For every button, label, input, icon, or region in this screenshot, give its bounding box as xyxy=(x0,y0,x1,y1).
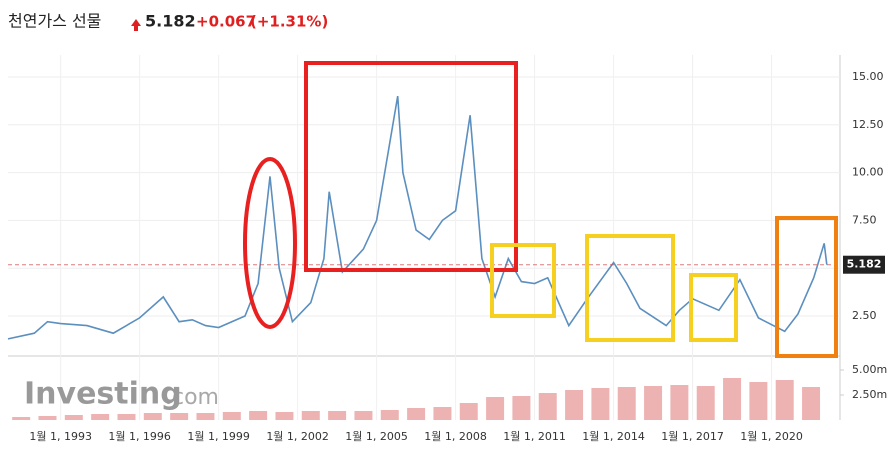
last-price-tag xyxy=(843,255,885,274)
x-tick-label: 1월 1, 1993 xyxy=(29,430,92,443)
volume-bar xyxy=(380,410,399,420)
volume-bar xyxy=(538,393,557,420)
annotation-box xyxy=(304,61,518,272)
x-tick-label: 1월 1, 2002 xyxy=(266,430,329,443)
last-price: 5.182 xyxy=(145,12,196,31)
x-tick-label: 1월 1, 2008 xyxy=(424,430,487,443)
volume-bar xyxy=(196,413,215,420)
volume-bar xyxy=(644,386,663,420)
y-tick-label: 10.00 xyxy=(852,166,884,179)
x-tick-label: 1월 1, 2020 xyxy=(740,430,803,443)
volume-bar xyxy=(486,397,505,420)
up-arrow xyxy=(131,19,141,31)
volume-bar xyxy=(222,412,241,420)
volume-bar xyxy=(117,414,136,420)
volume-bar xyxy=(354,411,373,420)
y2-tick-label: 5.00m xyxy=(852,363,887,376)
y-tick-label: 15.00 xyxy=(852,70,884,83)
x-tick-label: 1월 1, 2011 xyxy=(503,430,566,443)
volume-bar xyxy=(749,382,768,420)
annotation-box xyxy=(585,234,675,342)
last-price-label: 5.182 xyxy=(847,258,882,271)
annotation-box xyxy=(689,273,738,342)
watermark-brand: Investing xyxy=(24,377,182,412)
volume-bar xyxy=(407,408,426,420)
y2-tick-label: 2.50m xyxy=(852,388,887,401)
volume-bar xyxy=(275,412,294,420)
volume-bar xyxy=(723,378,742,420)
annotation-box xyxy=(490,243,556,318)
volume-bar xyxy=(670,385,689,420)
x-tick-label: 1월 1, 2005 xyxy=(345,430,408,443)
volume-bar xyxy=(433,407,452,420)
volume-bar xyxy=(802,387,821,420)
volume-bar xyxy=(775,380,794,420)
x-tick-label: 1월 1, 1999 xyxy=(187,430,250,443)
volume-bar xyxy=(249,411,268,420)
volume-bar xyxy=(143,413,162,420)
volume-bar xyxy=(91,414,110,420)
change-percent: (+1.31%) xyxy=(250,13,328,31)
x-tick-label: 1월 1, 1996 xyxy=(108,430,171,443)
chart-title: 천연가스 선물 xyxy=(8,12,101,31)
volume-bar xyxy=(12,417,31,420)
volume-bar xyxy=(459,403,478,420)
y-tick-label: 2.50 xyxy=(852,309,877,322)
price-line xyxy=(7,95,828,340)
volume-bar xyxy=(512,396,531,420)
change: +0.067 xyxy=(196,13,256,31)
x-tick-label: 1월 1, 2017 xyxy=(661,430,724,443)
y-tick-label: 12.50 xyxy=(852,118,884,131)
volume-bar xyxy=(328,411,347,420)
volume-bar xyxy=(64,415,83,420)
volume-bar xyxy=(591,388,610,420)
volume-bar xyxy=(617,387,636,420)
annotation-box xyxy=(775,216,838,358)
y-tick-label: 7.50 xyxy=(852,213,877,226)
volume-bar xyxy=(170,413,189,420)
watermark-suffix: .com xyxy=(165,385,219,410)
volume-bar xyxy=(565,390,584,420)
volume-bar xyxy=(38,416,57,420)
volume-bar xyxy=(301,411,320,420)
annotation-ellipse xyxy=(243,157,297,329)
volume-bar xyxy=(696,386,715,420)
x-tick-label: 1월 1, 2014 xyxy=(582,430,645,443)
